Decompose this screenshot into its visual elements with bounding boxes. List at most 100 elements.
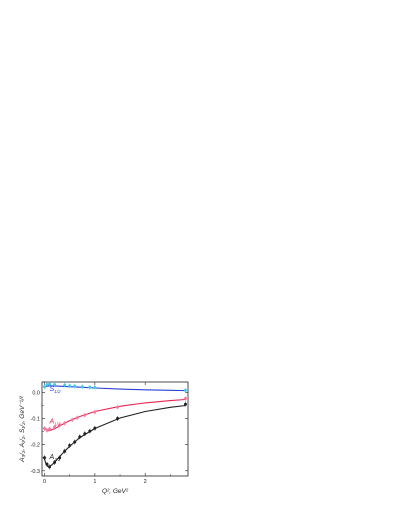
- point-marker: [80, 385, 84, 389]
- series-label-sub: 3/2: [54, 457, 61, 462]
- series-label: S1/2: [50, 386, 61, 394]
- data-point: [88, 428, 92, 434]
- point-marker: [183, 396, 187, 400]
- data-point: [93, 425, 97, 431]
- point-marker: [45, 383, 49, 387]
- point-marker: [116, 405, 120, 409]
- point-marker: [48, 382, 52, 386]
- data-point: [75, 415, 79, 421]
- point-marker: [83, 413, 87, 417]
- series-label-sub: 1/2: [54, 421, 61, 426]
- data-point: [93, 385, 97, 390]
- point-marker: [63, 449, 67, 453]
- point-marker: [53, 425, 57, 429]
- data-point: [45, 427, 49, 433]
- data-point: [88, 384, 92, 390]
- series-label: A3/2: [49, 454, 61, 462]
- point-marker: [75, 416, 79, 420]
- point-marker: [48, 427, 52, 431]
- data-point: [183, 396, 187, 401]
- data-point: [53, 424, 57, 430]
- data-point: [48, 464, 52, 470]
- x-tick-label: 1: [93, 479, 96, 485]
- point-marker: [73, 440, 77, 444]
- data-point: [45, 382, 49, 388]
- data-point: [73, 383, 77, 389]
- data-point: [63, 382, 67, 388]
- point-marker: [45, 428, 49, 432]
- point-marker: [68, 443, 72, 447]
- data-point: [183, 387, 187, 393]
- series-label: A1/2: [49, 418, 61, 426]
- data-point: [48, 381, 52, 387]
- point-marker: [58, 456, 62, 460]
- series-label-sub: 1/2: [54, 389, 61, 394]
- point-marker: [53, 460, 57, 464]
- point-marker: [43, 385, 47, 389]
- data-point: [73, 439, 77, 445]
- data-point: [116, 416, 120, 421]
- data-point: [70, 417, 74, 423]
- data-point: [58, 455, 62, 461]
- data-point: [83, 412, 87, 418]
- data-point: [83, 431, 87, 437]
- data-point: [78, 434, 82, 440]
- series-curve: [44, 385, 186, 392]
- series-curve: [43, 404, 186, 467]
- point-marker: [70, 418, 74, 422]
- labels-layer: S1/2A1/2A3/2: [49, 386, 61, 462]
- data-point: [63, 448, 67, 454]
- series-curve: [44, 398, 186, 432]
- point-marker: [93, 410, 97, 414]
- point-marker: [45, 462, 49, 466]
- point-marker: [78, 435, 82, 439]
- point-marker: [83, 432, 87, 436]
- plot-frame: [41, 381, 189, 477]
- x-tick-label: 2: [144, 479, 147, 485]
- series-label-main: A: [49, 454, 55, 461]
- point-marker: [58, 423, 62, 427]
- point-marker: [43, 456, 47, 460]
- data-point: [43, 426, 47, 431]
- series-S1-2: [43, 381, 187, 393]
- data-point: [53, 382, 57, 388]
- data-point: [116, 404, 120, 410]
- point-marker: [63, 421, 67, 425]
- point-marker: [88, 429, 92, 433]
- data-point: [93, 409, 97, 415]
- point-marker: [88, 385, 92, 389]
- data-point: [43, 455, 47, 461]
- x-axis-title: Q², GeV²: [102, 488, 129, 495]
- data-point: [68, 443, 72, 448]
- series-label-main: S: [50, 386, 55, 393]
- point-marker: [93, 426, 97, 430]
- point-marker: [68, 384, 72, 388]
- y-tick-label: 0.0: [32, 390, 40, 396]
- y-tick-label: -0.2: [31, 443, 40, 449]
- point-marker: [48, 465, 52, 469]
- series-layer: [43, 381, 187, 470]
- data-point: [183, 401, 187, 407]
- data-point: [48, 426, 52, 432]
- y-tick-label: -0.3: [31, 469, 40, 475]
- series-A1-2: [43, 396, 187, 433]
- data-point: [63, 420, 67, 426]
- axes: 0 1 2 0.0 -0.1 -0.2 -0.3 Q², GeV² A₃/₂, A₁/₂, S₁…: [19, 381, 189, 495]
- y-tick-label: -0.1: [31, 417, 40, 423]
- data-point: [80, 384, 84, 390]
- point-marker: [93, 385, 97, 389]
- series-A3-2: [43, 401, 187, 470]
- y-axis-title: A₃/₂, A₁/₂, S₁/₂, GeV⁻¹/²: [19, 395, 26, 463]
- series-label-main: A: [49, 418, 55, 425]
- point-marker: [183, 402, 187, 406]
- point-marker: [116, 417, 120, 421]
- point-marker: [183, 388, 187, 392]
- point-marker: [63, 383, 67, 387]
- data-point: [68, 383, 72, 389]
- point-marker: [73, 384, 77, 388]
- data-point: [58, 422, 62, 428]
- point-marker: [43, 426, 47, 430]
- x-tick-label: 0: [43, 479, 46, 485]
- data-point: [45, 461, 49, 467]
